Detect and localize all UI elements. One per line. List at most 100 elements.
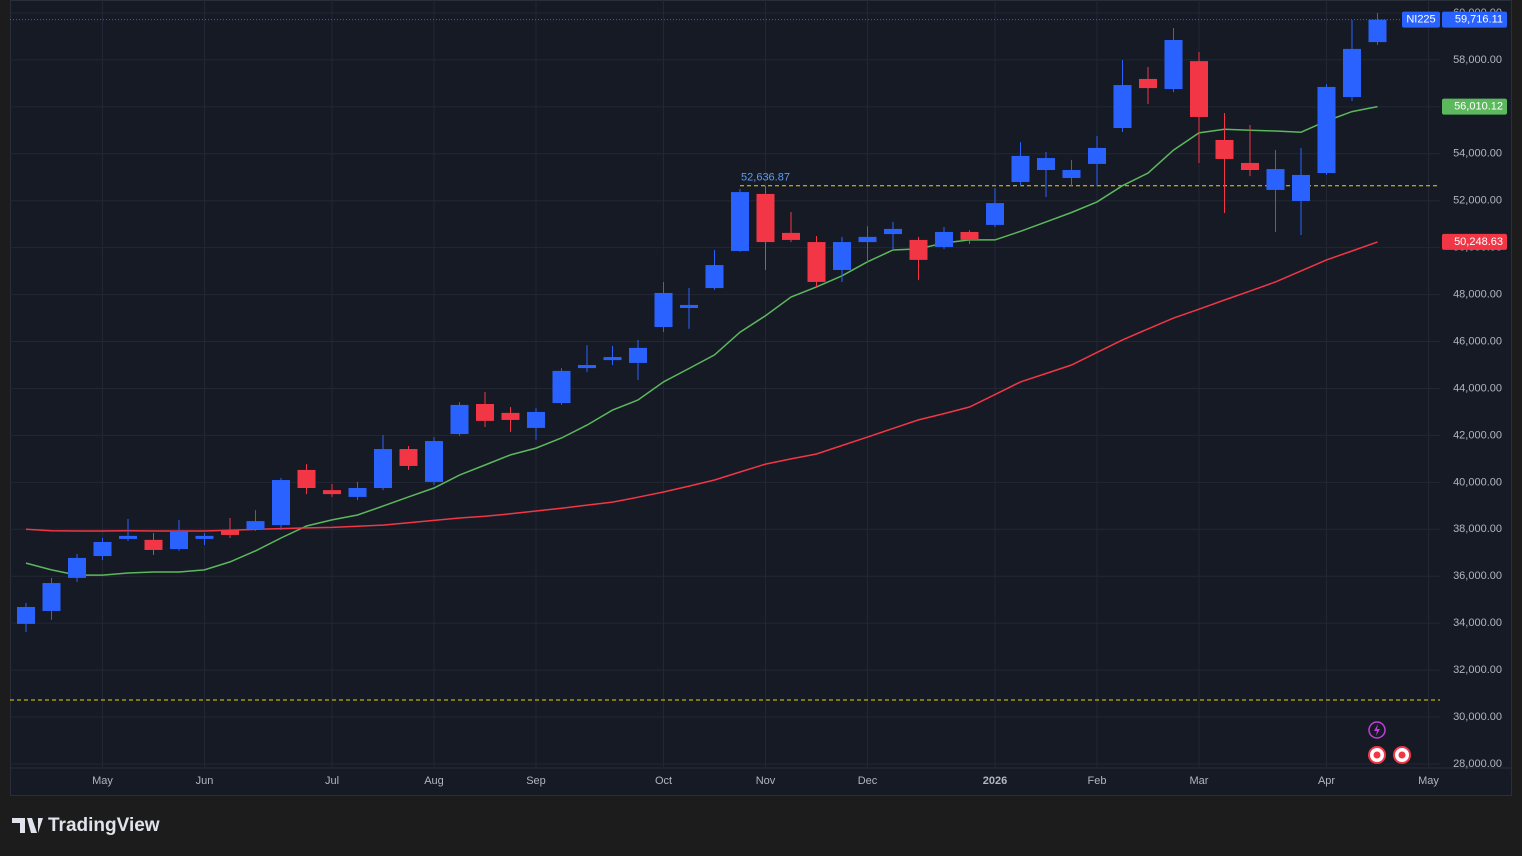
x-tick-label: Jul (325, 775, 339, 787)
x-tick-label: Sep (526, 775, 546, 787)
candle-body (909, 239, 928, 260)
ma-tag (1442, 98, 1507, 115)
x-tick-label: Feb (1088, 775, 1107, 787)
candle-body (552, 370, 571, 404)
icon (1373, 751, 1381, 759)
x-tick-label: 2026 (983, 775, 1007, 787)
icon[interactable] (1368, 721, 1386, 739)
candle-body (195, 535, 214, 539)
ma-tag-label: 50,248.63 (1454, 236, 1503, 248)
candle-body (1368, 19, 1387, 43)
y-tick-label: 48,000.00 (1453, 289, 1502, 301)
y-tick-label: 38,000.00 (1453, 523, 1502, 535)
candle-body (858, 236, 877, 243)
candle-body (1037, 158, 1055, 171)
candle-body (1113, 85, 1132, 128)
y-tick-label: 54,000.00 (1453, 148, 1502, 160)
candle-body (272, 480, 290, 526)
candle-body (731, 192, 749, 251)
candle-body (144, 539, 163, 550)
candle-body (1011, 155, 1030, 182)
candle-body (603, 357, 622, 361)
moving-average (25, 241, 1378, 532)
candle-body (960, 231, 979, 240)
x-tick-label: May (1418, 775, 1439, 787)
logo-mark (12, 818, 43, 833)
candle-body (1317, 86, 1336, 174)
candle-body (450, 404, 469, 435)
high-label: 52,636.87 (741, 172, 790, 184)
y-tick-label: 44,000.00 (1453, 382, 1502, 394)
y-tick-label: 52,000.00 (1453, 195, 1502, 207)
y-tick-label: 28,000.00 (1453, 758, 1502, 770)
candle-body (348, 488, 367, 497)
candle-body (705, 265, 724, 289)
candle-body (68, 557, 86, 578)
candle-body (297, 469, 316, 489)
x-tick-label: Aug (424, 775, 444, 787)
candle-body (1241, 162, 1259, 171)
candle-body (578, 365, 596, 369)
brand-name: TradingView (48, 815, 160, 836)
candle-body (399, 449, 418, 466)
candle-body (629, 347, 647, 363)
price-tag-label: 59,716.11 (1455, 14, 1503, 26)
moving-average (25, 105, 1378, 576)
symbol-tag (1402, 11, 1440, 28)
brand-logo[interactable]: TradingView (12, 815, 160, 836)
candle-body (756, 193, 775, 243)
candle-body (425, 441, 443, 482)
candle-body (986, 203, 1004, 225)
labels: 28,000.00 30,000.00 32,000.00 34,000.00 36,0… (92, 7, 1507, 787)
candle-body (1266, 169, 1285, 190)
x-tick-label: Apr (1318, 775, 1335, 787)
icon (1374, 724, 1380, 736)
candle-body (93, 541, 112, 557)
candle-body (527, 411, 545, 428)
icon (1398, 751, 1406, 759)
candle-body (1343, 48, 1361, 98)
y-tick-label: 30,000.00 (1453, 711, 1502, 723)
candle-body (42, 583, 61, 611)
candle-body (1088, 147, 1106, 164)
price-tag (1442, 11, 1507, 28)
candle-body (654, 292, 673, 328)
y-tick-label: 40,000.00 (1453, 476, 1502, 488)
candle-body (170, 530, 188, 550)
candle-body (807, 242, 826, 282)
marks (17, 12, 1387, 633)
candle-body (1164, 39, 1183, 90)
candle-body (1215, 139, 1234, 159)
x-tick-label: May (92, 775, 113, 787)
candle-body (246, 521, 265, 530)
candle-body (1062, 170, 1081, 178)
candle-body (476, 403, 494, 421)
candle-body (1139, 78, 1157, 89)
y-tick-label: 34,000.00 (1453, 617, 1502, 629)
x-tick-label: Dec (858, 775, 878, 787)
candle-body (884, 228, 902, 235)
ma-tag (1442, 233, 1507, 250)
candle-body (833, 242, 851, 270)
y-tick-label: 36,000.00 (1453, 570, 1502, 582)
x-tick-label: Mar (1190, 775, 1209, 787)
candle-body (501, 412, 520, 420)
y-tick-label: 42,000.00 (1453, 429, 1502, 441)
candle-body (323, 490, 341, 495)
x-tick-label: Oct (655, 775, 672, 787)
candle-body (1292, 174, 1310, 201)
chart-pane (10, 0, 1512, 796)
symbol-tag-label: NI225 (1406, 14, 1435, 26)
candle-body (782, 232, 800, 240)
candle-body (1190, 61, 1208, 117)
x-tick-label: Jun (196, 775, 214, 787)
candle-body (374, 449, 392, 489)
event-icons (1368, 721, 1411, 764)
y-tick-label: 46,000.00 (1453, 335, 1502, 347)
y-tick-label: 58,000.00 (1453, 54, 1502, 66)
candle-body (119, 535, 137, 539)
candle-body (935, 231, 953, 247)
ma-tag-label: 56,010.12 (1454, 101, 1503, 113)
